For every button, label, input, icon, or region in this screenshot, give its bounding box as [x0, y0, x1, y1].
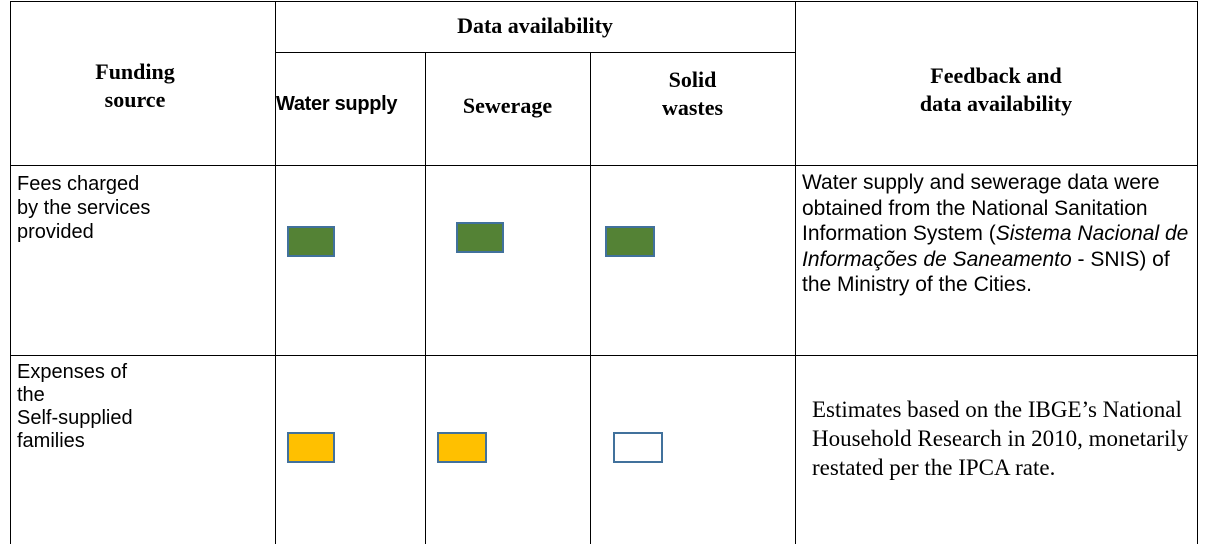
rule [590, 52, 591, 544]
header-feedback: Feedback and data availability [795, 62, 1197, 118]
header-funding: Funding source [95, 59, 175, 112]
source-line: by the services [17, 197, 151, 219]
rule [10, 165, 1198, 166]
header-line: data availability [919, 91, 1073, 116]
header-line: wastes [661, 95, 724, 120]
source-line: the [17, 384, 45, 406]
indicator [437, 432, 487, 463]
source-line: provided [17, 221, 94, 243]
rule [795, 1, 796, 544]
indicator [613, 432, 663, 463]
feedback: Estimates based on the IBGE’s National H… [812, 395, 1192, 482]
header-line: Feedback and [930, 63, 1062, 88]
feedback-text: Water supply and sewerage data were obta… [802, 171, 1160, 246]
indicator [456, 222, 504, 253]
source-line: Expenses of [17, 361, 128, 383]
rule [10, 355, 1198, 356]
feedback-text: Estimates based on the IBGE’s National H… [812, 397, 1189, 480]
source: Fees charged by the services provided [17, 172, 150, 244]
rule [10, 1, 11, 544]
header-availability: Data availability [457, 13, 613, 38]
indicator [287, 432, 335, 463]
rule [10, 1, 1198, 2]
feedback-italic: Sistema Nacional de Informações de Sanea… [802, 222, 1189, 271]
source-line: Fees charged [17, 173, 140, 195]
indicator [605, 226, 655, 257]
source: Expenses of the Self-supplied families [17, 361, 133, 453]
source-line: families [17, 430, 85, 452]
header-water: Water supply [276, 93, 398, 115]
header-sewerage: Sewerage [462, 93, 553, 118]
header-solid: Solid wastes [590, 66, 795, 122]
rule [275, 52, 795, 53]
feedback-text: - SNIS) of the Ministry of the Cities. [802, 247, 1170, 297]
header-line: Solid [668, 67, 717, 92]
indicator [287, 226, 335, 257]
feedback: Water supply and sewerage data were obta… [802, 170, 1192, 298]
rule [275, 1, 276, 544]
rule [425, 52, 426, 544]
source-line: Self-supplied [17, 407, 133, 429]
rule [1197, 1, 1198, 544]
